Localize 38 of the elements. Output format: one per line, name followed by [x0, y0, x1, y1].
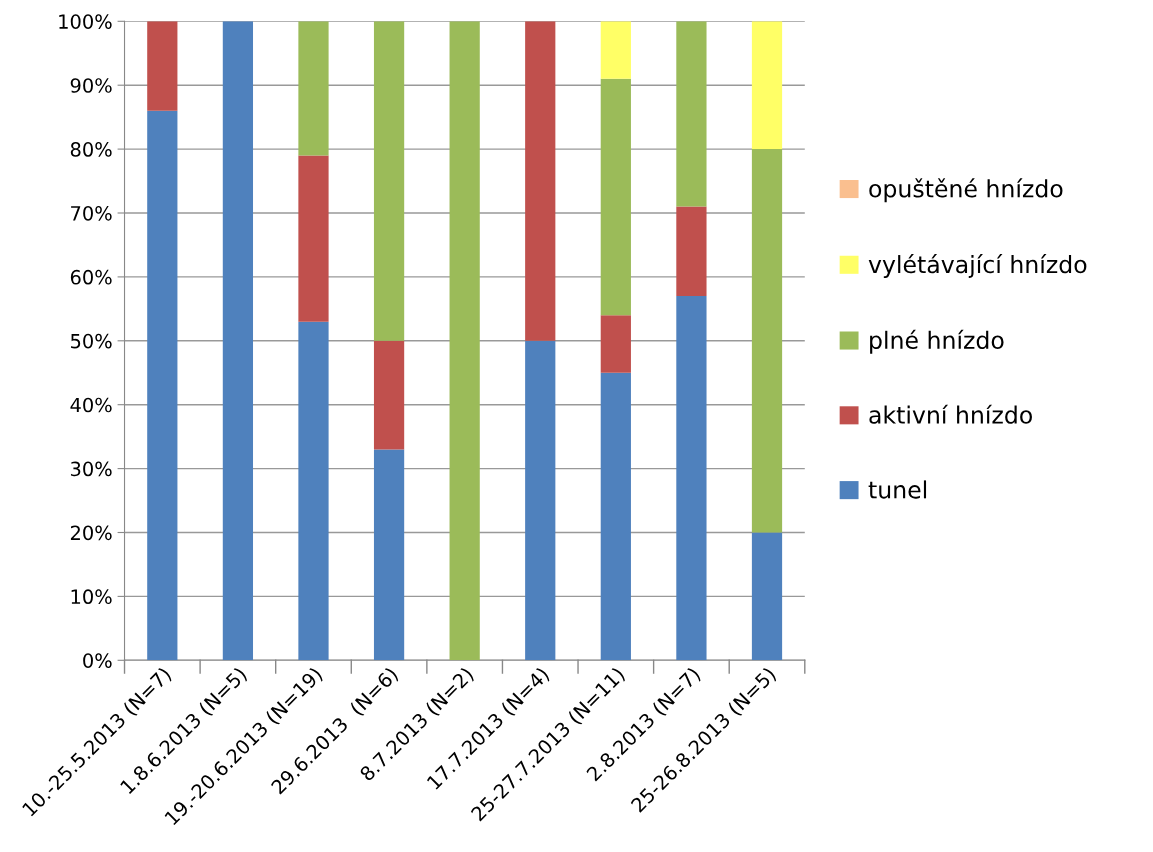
y-tick-label: 70% — [71, 205, 112, 221]
y-tick-label: 60% — [70, 269, 112, 285]
legend-label: opuštěné hnízdo — [869, 178, 1063, 203]
bar — [600, 21, 631, 79]
bar — [600, 372, 631, 661]
y-tick-label: 30% — [70, 461, 112, 477]
y-tick-label: 10% — [71, 589, 112, 605]
bar — [600, 315, 631, 373]
bar — [751, 21, 783, 150]
bar — [222, 21, 254, 661]
bar — [373, 340, 405, 450]
bar — [525, 340, 556, 661]
legend-label: vylétávající hnízdo — [868, 254, 1087, 278]
bar — [298, 21, 329, 156]
bar — [676, 21, 707, 207]
y-tick-label: 100% — [59, 14, 112, 29]
bar — [147, 21, 178, 111]
bar — [525, 21, 556, 341]
bar — [147, 110, 178, 661]
y-tick-label: 90% — [70, 78, 112, 93]
bar — [751, 149, 783, 533]
y-tick-label: 0% — [83, 653, 112, 668]
bar — [298, 155, 329, 322]
legend-label: plné hnízdo — [870, 329, 1004, 354]
y-tick-label: 80% — [70, 142, 112, 157]
bar — [600, 78, 631, 316]
bar — [373, 449, 405, 661]
bar — [449, 21, 480, 661]
y-tick-label: 50% — [71, 333, 112, 349]
bar — [676, 206, 707, 297]
bar — [751, 532, 783, 661]
bar — [298, 321, 329, 661]
legend-label: tunel — [868, 480, 927, 499]
bar — [373, 21, 405, 341]
bar — [676, 296, 707, 661]
y-tick-label: 40% — [70, 397, 112, 413]
legend-label: aktivní hnízdo — [869, 404, 1032, 424]
y-tick-label: 20% — [70, 525, 112, 541]
